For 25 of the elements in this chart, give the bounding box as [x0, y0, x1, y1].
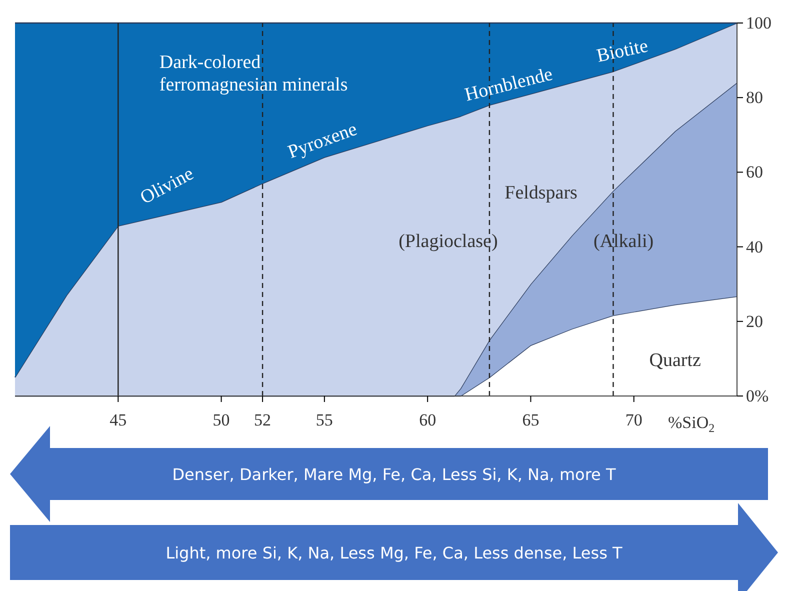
x-tick-label: 55 — [316, 410, 333, 430]
annotation: Hornblende — [462, 64, 555, 106]
x-tick-label: 60 — [419, 410, 436, 430]
x-tick-label: 52 — [254, 410, 272, 430]
text: Light, more Si, K, Na, Less Mg, Fe, Ca, Less dense, Less T — [166, 544, 623, 562]
x-tick-label: 45 — [110, 410, 127, 430]
y-tick-label: 60 — [746, 162, 763, 182]
series-label: (Plagioclase) — [398, 230, 498, 252]
annotation: Olivine — [137, 163, 198, 209]
y-tick-label: 40 — [746, 237, 763, 256]
x-axis-title: %SiO$_{2}$ — [668, 413, 715, 435]
annotation: Pyroxene — [285, 118, 360, 164]
y-tick-label: 20 — [746, 312, 763, 331]
series-label: Dark-colored ferromagnesian minerals — [159, 52, 348, 96]
x-tick-label: 50 — [212, 410, 230, 430]
y-tick-label: 80 — [746, 88, 763, 108]
y-tick-label: 100 — [746, 13, 772, 32]
annotation: Biotite — [594, 36, 650, 67]
y-tick-label: 0% — [746, 386, 769, 406]
x-tick-label: 65 — [522, 410, 540, 430]
text: Denser, Darker, Mare Mg, Fe, Ca, Less Si, K, Na, more T — [172, 465, 616, 484]
annotation: Feldspars — [504, 182, 578, 204]
x-tick-label: 70 — [625, 410, 642, 430]
series-label: Quartz — [649, 350, 701, 372]
series-label: (Alkali) — [593, 230, 654, 252]
